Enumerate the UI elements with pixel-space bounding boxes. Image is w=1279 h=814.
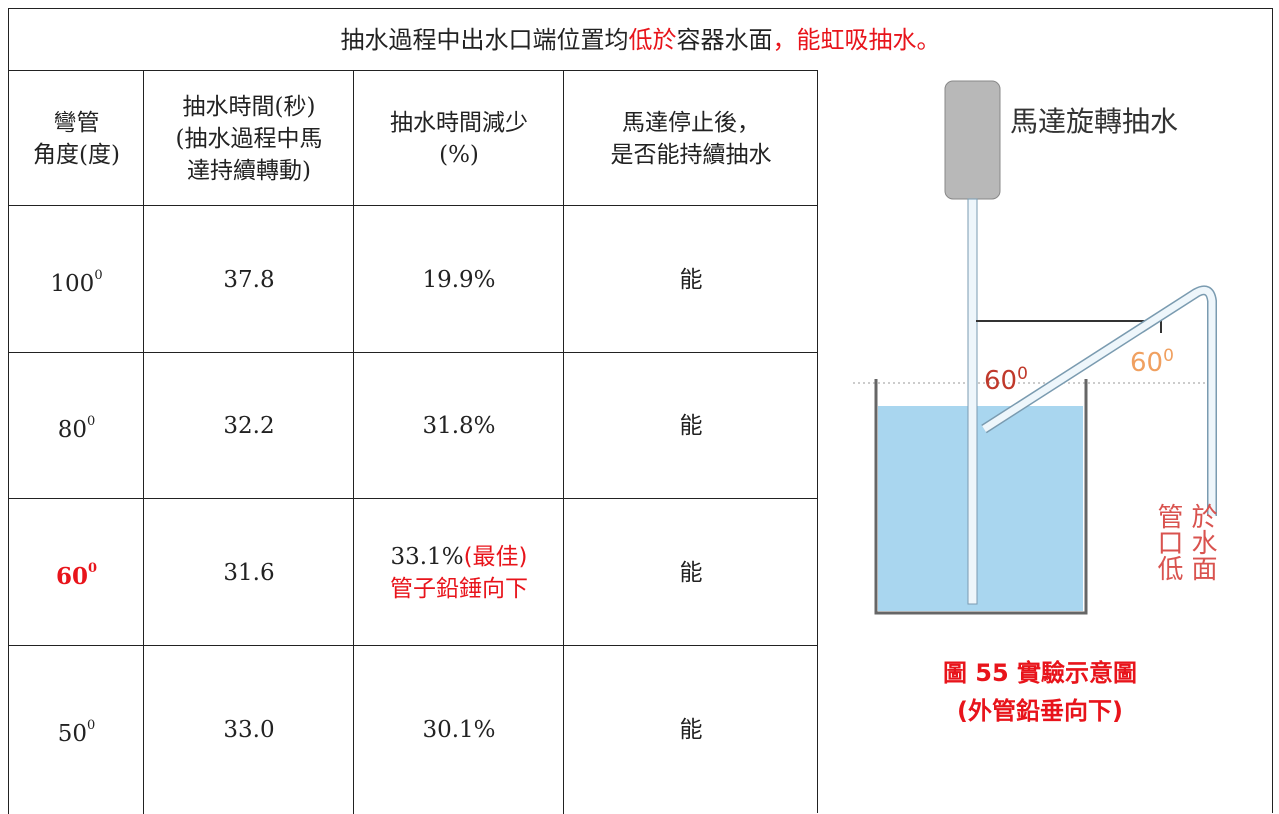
beaker — [874, 379, 1088, 615]
table-cell: 抽水時間(秒) (抽水過程中馬 達持續轉動) — [143, 70, 354, 206]
angle-sup: 0 — [94, 267, 103, 283]
header-line: 彎管 — [53, 109, 100, 136]
header-line: 抽水時間減少 — [390, 109, 528, 136]
table-cell: 32.2 — [143, 352, 354, 499]
reduction-note: 管子鉛錘向下 — [390, 575, 528, 602]
table-cell: 19.9% — [353, 205, 564, 353]
outlet-label: 管口低 — [1153, 503, 1183, 581]
reduction-value: 30.1% — [422, 717, 496, 743]
angle-sup: 0 — [87, 414, 96, 429]
angle-value: 80 — [57, 417, 87, 443]
angle-sup: 0 — [87, 560, 98, 576]
siphon: 能 — [679, 413, 703, 439]
reduction-note: (最佳) — [463, 543, 528, 570]
table-cell: 30.1% — [353, 645, 564, 814]
angle-value: 100 — [50, 270, 95, 297]
header-line: 抽水時間(秒) — [182, 93, 316, 120]
table-cell: 能 — [563, 352, 818, 499]
table-cell: 抽水時間減少 (%) — [353, 70, 564, 206]
reduction: 31.8% — [422, 410, 495, 442]
table-cell: 33.0 — [143, 645, 354, 814]
angle: 500 — [58, 710, 96, 750]
motor-label: 馬達旋轉抽水 — [1010, 105, 1178, 138]
angle: 600 — [56, 553, 97, 593]
reduction-value: 31.8% — [422, 413, 496, 439]
angle: 800 — [58, 406, 96, 446]
title-part: 抽水過程中出水口端位置均 — [340, 26, 629, 54]
table-cell: 能 — [563, 645, 818, 814]
table-cell: 馬達停止後， 是否能持續抽水 — [563, 70, 818, 206]
angle: 1000 — [50, 260, 102, 300]
header-line: 達持續轉動) — [187, 157, 311, 184]
reduction: 19.9% — [422, 264, 495, 296]
table-cell: 33.1%(最佳) 管子鉛錘向下 — [353, 498, 564, 646]
border — [1272, 70, 1273, 813]
angle: 60 — [1130, 348, 1163, 378]
angle-sup: 0 — [87, 718, 96, 733]
border — [817, 70, 818, 813]
siphon: 能 — [679, 559, 703, 586]
header-line: 是否能持續抽水 — [610, 141, 772, 168]
reduction: 30.1% — [422, 714, 495, 746]
motor — [944, 80, 1001, 200]
water — [878, 406, 1083, 611]
title-part: 低於 — [628, 26, 677, 54]
diagram: 馬達旋轉抽水 600 600 管口低 於水面 圖 55 實驗示意圖 (外管鉛垂向… — [853, 80, 1217, 725]
table-cell: 600 — [8, 498, 144, 646]
siphon: 能 — [679, 266, 703, 293]
caption: 圖 55 實驗示意圖 — [943, 659, 1137, 687]
time: 31.6 — [223, 559, 275, 586]
angle-sup: 0 — [1017, 364, 1028, 384]
time: 32.2 — [223, 413, 275, 439]
angle-value: 60 — [55, 562, 88, 590]
header-line: 馬達停止後， — [622, 109, 760, 136]
table-cell: 37.8 — [143, 205, 354, 353]
reduction-value: 19.9% — [422, 266, 496, 293]
header-line: (%) — [439, 141, 479, 168]
siphon: 能 — [679, 717, 703, 743]
caption: (外管鉛垂向下) — [957, 697, 1123, 725]
table-cell: 1000 — [8, 205, 144, 353]
inner-pipe — [967, 198, 978, 605]
table-cell: 能 — [563, 498, 818, 646]
outlet-label: 於水面 — [1187, 503, 1217, 581]
header-line: (抽水過程中馬 — [175, 125, 323, 152]
angle-label: 600 — [984, 364, 1028, 396]
table-cell: 31.8% — [353, 352, 564, 499]
time: 33.0 — [223, 717, 275, 743]
reduction: 33.1%(最佳) — [390, 541, 527, 573]
angle-label: 600 — [1130, 346, 1174, 378]
title-part: 能虹吸抽水。 — [796, 26, 941, 54]
angle-value: 50 — [57, 721, 87, 747]
table-cell: 31.6 — [143, 498, 354, 646]
title-part: 容器水面 — [676, 26, 773, 54]
table-cell: 800 — [8, 352, 144, 499]
angle-sup: 0 — [1163, 346, 1174, 366]
time: 37.8 — [223, 266, 275, 293]
angle: 60 — [984, 366, 1017, 396]
table-cell: 彎管角度(度) — [8, 70, 144, 206]
reduction-value: 33.1% — [390, 543, 464, 570]
table-cell: 500 — [8, 645, 144, 814]
outer-pipe-inner — [982, 286, 1216, 516]
title-part: ， — [772, 26, 797, 54]
table-cell: 能 — [563, 205, 818, 353]
title-cell: 抽水過程中出水口端位置均 低於 容器水面，能虹吸抽水。 — [8, 8, 1273, 71]
header-line: 角度(度) — [33, 141, 120, 168]
